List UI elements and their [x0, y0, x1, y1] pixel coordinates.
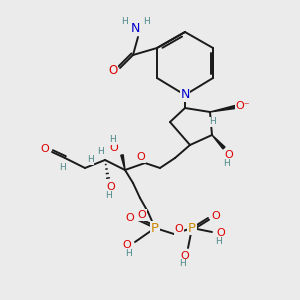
- Text: O: O: [181, 251, 189, 261]
- Text: O: O: [138, 210, 146, 220]
- Polygon shape: [210, 106, 235, 112]
- Text: N: N: [130, 22, 140, 34]
- Text: O: O: [110, 143, 118, 153]
- Text: H: H: [210, 118, 216, 127]
- Text: O: O: [106, 182, 116, 192]
- Polygon shape: [212, 135, 225, 149]
- Text: O: O: [225, 150, 233, 160]
- Text: O: O: [217, 228, 225, 238]
- Text: O: O: [136, 152, 146, 162]
- Text: O: O: [108, 64, 118, 76]
- Text: O: O: [40, 144, 50, 154]
- Polygon shape: [121, 155, 125, 170]
- Text: H: H: [121, 17, 128, 26]
- Text: H: H: [180, 260, 186, 268]
- Text: O: O: [123, 240, 131, 250]
- Text: N: N: [180, 88, 190, 101]
- Text: O⁻: O⁻: [236, 101, 250, 111]
- Text: O: O: [212, 211, 220, 221]
- Text: P: P: [151, 221, 159, 235]
- Text: H: H: [106, 190, 112, 200]
- Text: H: H: [87, 155, 93, 164]
- Text: H: H: [224, 158, 230, 167]
- Text: H: H: [142, 17, 149, 26]
- Text: O: O: [175, 224, 183, 234]
- Text: H: H: [216, 236, 222, 245]
- Text: H: H: [60, 164, 66, 172]
- Text: H: H: [110, 136, 116, 145]
- Text: P: P: [188, 221, 196, 235]
- Text: H: H: [97, 148, 104, 157]
- Text: O: O: [126, 213, 134, 223]
- Text: H: H: [126, 248, 132, 257]
